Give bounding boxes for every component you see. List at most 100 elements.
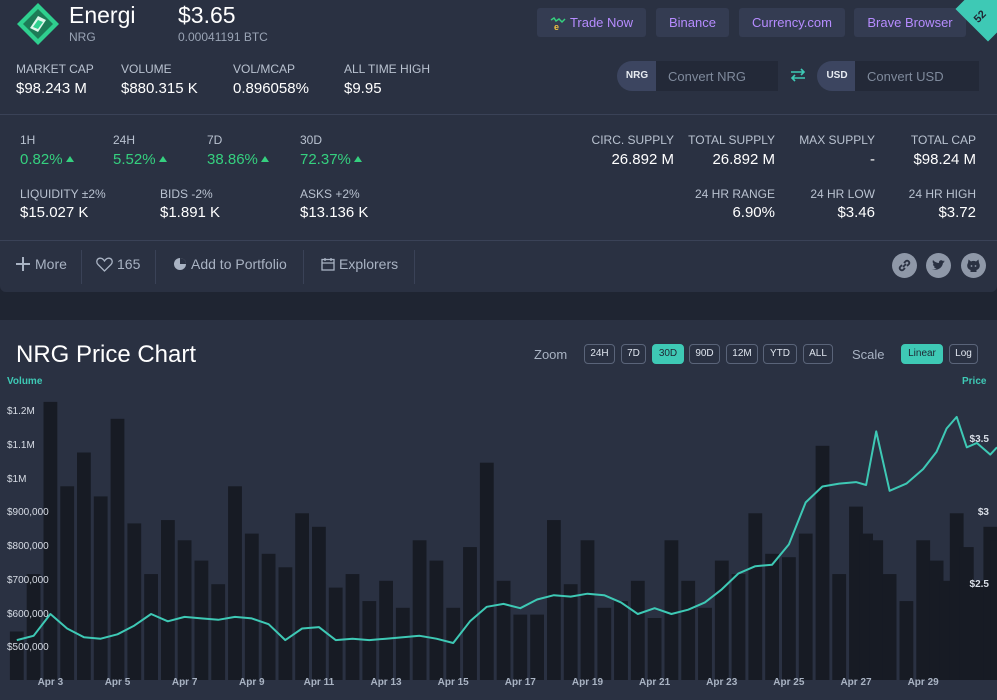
volume-tick-label: $600,000: [7, 608, 49, 620]
price-volume-chart[interactable]: [0, 380, 997, 680]
volume-bar: [345, 574, 360, 680]
zoom-all-button[interactable]: ALL: [803, 344, 833, 364]
asks-label: ASKS +2%: [300, 187, 360, 201]
vol-mcap-label: VOL/MCAP: [233, 62, 296, 76]
volume-bar: [60, 486, 75, 680]
more-button[interactable]: More: [15, 256, 67, 272]
x-tick-label: Apr 27: [840, 677, 872, 688]
volume-tick-label: $900,000: [7, 507, 49, 519]
zoom-24h-button[interactable]: 24H: [584, 344, 615, 364]
max-supply-label: MAX SUPPLY: [799, 133, 875, 147]
up-triangle-icon: [65, 156, 74, 162]
circ-supply-label: CIRC. SUPPLY: [591, 133, 674, 147]
volume-bar: [990, 540, 997, 680]
volume-bar: [882, 574, 897, 680]
volume-bar: [429, 560, 444, 680]
change-24h-text: 5.52%: [113, 151, 156, 168]
volume-bar: [463, 547, 477, 680]
x-tick-label: Apr 23: [706, 677, 738, 688]
scale-linear-button[interactable]: Linear: [901, 344, 943, 364]
volume-bar: [664, 540, 679, 680]
range-24h-label: 24 HR RANGE: [694, 187, 775, 201]
add-to-portfolio-button[interactable]: Add to Portfolio: [173, 256, 287, 272]
action-separator: [303, 250, 304, 284]
coin-summary-panel: Energi NRG $3.65 0.00041191 BTC e Trade …: [0, 0, 997, 292]
circ-supply-value: 26.892 M: [611, 151, 674, 168]
volume-bar: [765, 553, 779, 680]
github-icon[interactable]: [961, 253, 986, 278]
trade-now-label: Trade Now: [569, 15, 634, 30]
change-24h-label: 24H: [113, 133, 136, 147]
volume-bar: [530, 614, 544, 680]
volume-bar: [295, 513, 309, 680]
currency-com-button[interactable]: Currency.com: [739, 8, 845, 37]
liquidity-label: LIQUIDITY ±2%: [20, 187, 106, 201]
zoom-7d-button[interactable]: 7D: [621, 344, 646, 364]
vol-mcap-value: 0.896058%: [233, 80, 309, 97]
binance-label: Binance: [669, 15, 716, 30]
volume-bar: [278, 567, 293, 680]
up-triangle-icon: [158, 156, 167, 162]
total-supply-label: TOTAL SUPPLY: [688, 133, 775, 147]
volume-bar: [395, 607, 410, 680]
volume-bar: [328, 587, 343, 680]
market-cap-value: $98.243 M: [16, 80, 87, 97]
x-tick-label: Apr 15: [437, 677, 469, 688]
volume-bar: [580, 540, 595, 680]
explorers-button[interactable]: Explorers: [321, 256, 398, 272]
trade-now-button[interactable]: e Trade Now: [537, 8, 646, 37]
volume-bar: [547, 520, 561, 680]
zoom-90d-button[interactable]: 90D: [689, 344, 720, 364]
volume-bar: [748, 513, 763, 680]
volume-bar: [597, 607, 612, 680]
energi-logo-icon: [17, 3, 59, 45]
volume-bar: [714, 560, 729, 680]
more-label: More: [35, 256, 67, 272]
volume-bar: [244, 533, 259, 680]
zoom-30d-button[interactable]: 30D: [652, 344, 684, 364]
zoom-ytd-button[interactable]: YTD: [763, 344, 797, 364]
liquidity-value: $15.027 K: [20, 204, 89, 221]
swap-arrows-icon[interactable]: [789, 66, 807, 84]
price-tick-label: $3: [977, 506, 989, 518]
change-7d-text: 38.86%: [207, 151, 258, 168]
convert-usd-input[interactable]: [855, 61, 979, 91]
volume-tick-label: $500,000: [7, 642, 49, 654]
volume-bar: [731, 574, 746, 680]
like-button[interactable]: 165: [96, 256, 140, 272]
from-currency-badge: NRG: [617, 61, 657, 91]
link-icon[interactable]: [892, 253, 917, 278]
svg-text:e: e: [554, 22, 559, 31]
scale-label: Scale: [852, 347, 885, 362]
volume-bar: [26, 574, 41, 680]
bids-label: BIDS -2%: [160, 187, 213, 201]
ath-value: $9.95: [344, 80, 382, 97]
convert-nrg-input[interactable]: [656, 61, 778, 91]
volume-tick-label: $800,000: [7, 541, 49, 553]
volume-bar: [228, 486, 242, 680]
x-tick-label: Apr 29: [907, 677, 939, 688]
twitter-icon[interactable]: [926, 253, 951, 278]
zoom-label: Zoom: [534, 347, 568, 362]
zoom-12m-button[interactable]: 12M: [726, 344, 758, 364]
scale-log-button[interactable]: Log: [949, 344, 978, 364]
plus-icon: [16, 257, 30, 271]
chart-title: NRG Price Chart: [16, 341, 197, 368]
high-24h-label: 24 HR HIGH: [908, 187, 976, 201]
up-triangle-icon: [353, 156, 362, 162]
change-30d-text: 72.37%: [300, 151, 351, 168]
change-1h-label: 1H: [20, 133, 36, 147]
volume-bar: [412, 540, 427, 680]
volume-bar: [127, 523, 142, 680]
x-tick-label: Apr 13: [370, 677, 402, 688]
brave-browser-button[interactable]: Brave Browser: [854, 8, 966, 37]
volume-bar: [681, 580, 696, 680]
volume-tick-label: $700,000: [7, 574, 49, 586]
volume-bar: [513, 614, 528, 680]
volume-bar: [970, 580, 984, 680]
currency-com-label: Currency.com: [752, 15, 832, 30]
binance-button[interactable]: Binance: [656, 8, 729, 37]
calendar-icon: [321, 258, 335, 271]
to-currency-badge: USD: [817, 61, 857, 91]
x-tick-label: Apr 21: [639, 677, 671, 688]
